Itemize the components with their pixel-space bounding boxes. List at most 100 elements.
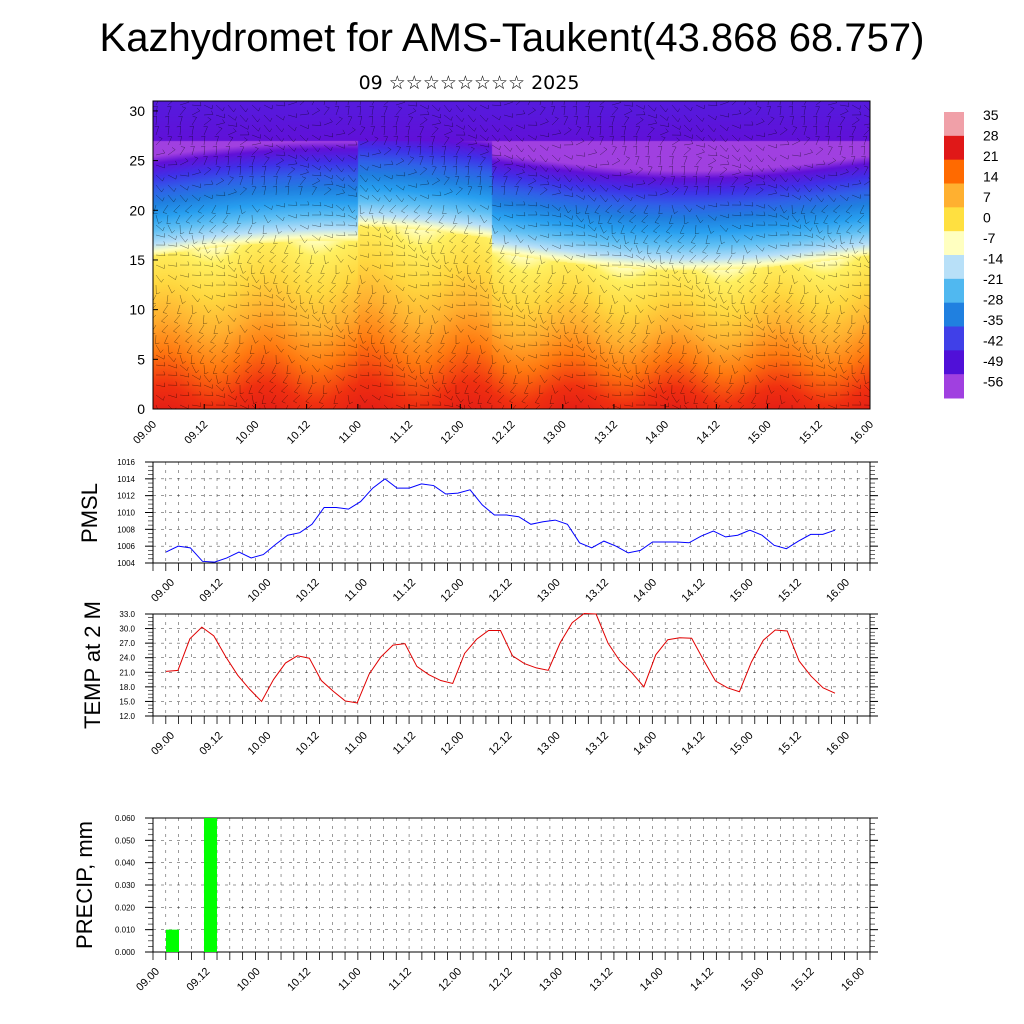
precip-xtick-label: 14.12 — [688, 966, 716, 994]
temp-xtick-label: 11.00 — [343, 730, 370, 757]
pmsl-ytick-label: 1012 — [117, 492, 135, 501]
temp-frame — [152, 613, 871, 717]
heatmap-xtick-label: 13.12 — [592, 419, 620, 447]
heatmap-xtick-label: 12.12 — [490, 419, 518, 447]
pmsl-panel: 1004 1006 1008 1010 1012 1014 1016 09.00 09.12 10… — [77, 458, 878, 605]
precip-ytick-label: 0.060 — [115, 814, 136, 823]
precip-xtick-label: 15.00 — [738, 966, 766, 994]
temp-ytick-label: 33.0 — [119, 610, 135, 619]
temp-series-line — [165, 613, 836, 704]
pmsl-xtick-label: 10.00 — [246, 577, 274, 605]
temp-ytick-label: 24.0 — [119, 654, 135, 663]
heatmap-xtick-label: 16.00 — [848, 419, 876, 447]
colorbar-label: 21 — [983, 148, 999, 164]
heatmap-xtick-label: 13.00 — [541, 419, 569, 447]
precip-bar — [204, 818, 217, 952]
colorbar-swatch — [944, 183, 964, 208]
pmsl-xtick-label: 14.00 — [631, 577, 659, 605]
wind-barbs — [153, 101, 870, 409]
colorbar-swatch — [944, 135, 964, 161]
precip-ytick-label: 0.000 — [115, 948, 136, 957]
temp-xtick-label: 15.00 — [728, 730, 756, 758]
colorbar-label: -56 — [983, 374, 1003, 390]
pmsl-series-line — [165, 478, 836, 563]
precip-xtick-label: 14.00 — [638, 966, 666, 994]
temp-ytick-label: 27.0 — [119, 639, 135, 648]
precip-xtick-label: 09.12 — [185, 966, 213, 994]
temp-xtick-label: 10.12 — [294, 730, 322, 758]
colorbar-label: 0 — [983, 210, 991, 226]
pmsl-frame — [152, 461, 871, 564]
colorbar-label: -7 — [983, 230, 996, 246]
heatmap-ytick-label: 20 — [129, 202, 145, 218]
precip-ytick-label: 0.020 — [115, 903, 136, 912]
colorbar-swatch — [944, 350, 964, 375]
temp-xtick-label: 09.00 — [149, 730, 177, 758]
heatmap-ytick-label: 0 — [137, 401, 145, 417]
pmsl-xtick-label: 15.00 — [728, 577, 756, 605]
precip-frame — [152, 817, 871, 953]
heatmap-xtick-label: 10.00 — [234, 419, 262, 447]
pmsl-ytick-label: 1016 — [117, 458, 135, 467]
precip-ytick-label: 0.030 — [115, 881, 136, 890]
heatmap-xtick-label: 15.00 — [746, 419, 774, 447]
heatmap-xtick-label: 10.12 — [285, 419, 313, 447]
precip-xtick-label: 11.12 — [387, 966, 414, 993]
colorbar-swatch — [944, 255, 964, 280]
pmsl-ylabel: PMSL — [77, 483, 102, 543]
colorbar-label: 28 — [983, 128, 999, 144]
temp-ytick-label: 18.0 — [119, 683, 135, 692]
temp-xtick-label: 15.12 — [776, 730, 804, 758]
colorbar-swatch — [944, 278, 964, 304]
colorbar-label: -42 — [983, 333, 1003, 349]
pmsl-xtick-label: 09.00 — [149, 577, 177, 605]
precip-xtick-label: 13.00 — [537, 966, 565, 994]
heatmap-xtick-label: 11.00 — [337, 419, 364, 446]
precip-xtick-label: 11.00 — [336, 966, 363, 993]
temp-xtick-label: 13.00 — [535, 730, 563, 758]
temp-ytick-label: 12.0 — [119, 712, 135, 721]
heatmap-ytick-label: 10 — [129, 302, 145, 318]
heatmap-xtick-label: 09.12 — [182, 419, 210, 447]
precip-ytick-label: 0.050 — [115, 836, 136, 845]
precip-xtick-label: 10.12 — [285, 966, 313, 994]
temp-xtick-label: 16.00 — [824, 730, 852, 758]
heatmap-ytick-label: 15 — [129, 252, 145, 268]
precip-ytick-label: 0.040 — [115, 859, 136, 868]
temp-xtick-label: 13.12 — [583, 730, 611, 758]
precip-ytick-label: 0.010 — [115, 926, 136, 935]
precipitation-panel: 0.000 0.010 0.020 0.030 0.040 0.050 0.060 09.00… — [72, 814, 878, 994]
precip-xtick-label: 12.12 — [487, 966, 515, 994]
precip-xtick-label: 16.00 — [839, 966, 867, 994]
temp-xtick-label: 14.00 — [631, 730, 659, 758]
pmsl-xtick-label: 13.00 — [535, 577, 563, 605]
pmsl-ytick-label: 1010 — [117, 509, 135, 518]
heatmap-field — [153, 101, 870, 409]
colorbar-label: 14 — [983, 169, 999, 185]
heatmap-xtick-label: 11.12 — [388, 419, 415, 446]
heatmap-xtick-label: 14.12 — [695, 419, 723, 447]
temp-ytick-label: 21.0 — [119, 668, 135, 677]
temperature-panel: 12.0 15.0 18.0 21.0 24.0 27.0 30.0 33.0 09.00 09.… — [80, 601, 878, 758]
heatmap-xtick-label: 15.12 — [797, 419, 825, 447]
colorbar-label: -49 — [983, 353, 1003, 369]
colorbar-swatch — [944, 302, 964, 327]
precip-xtick-label: 15.12 — [789, 966, 817, 994]
pmsl-xtick-label: 14.12 — [680, 577, 708, 605]
colorbar-label: -35 — [983, 312, 1003, 328]
temp-xtick-label: 10.00 — [246, 730, 274, 758]
pmsl-ytick-label: 1004 — [117, 559, 135, 568]
pmsl-xtick-label: 09.12 — [197, 577, 225, 605]
precip-xtick-label: 10.00 — [235, 966, 263, 994]
heatmap-ytick-label: 30 — [129, 103, 145, 119]
temp-xtick-label: 11.12 — [391, 730, 418, 757]
pmsl-ytick-label: 1008 — [117, 525, 135, 534]
precip-xtick-label: 12.00 — [436, 966, 464, 994]
wind-barb-lines — [153, 101, 870, 409]
heatmap-xtick-label: 14.00 — [643, 419, 671, 447]
precip-bar — [166, 929, 179, 952]
pmsl-xtick-label: 12.12 — [487, 577, 515, 605]
pmsl-ytick-label: 1006 — [117, 542, 135, 551]
